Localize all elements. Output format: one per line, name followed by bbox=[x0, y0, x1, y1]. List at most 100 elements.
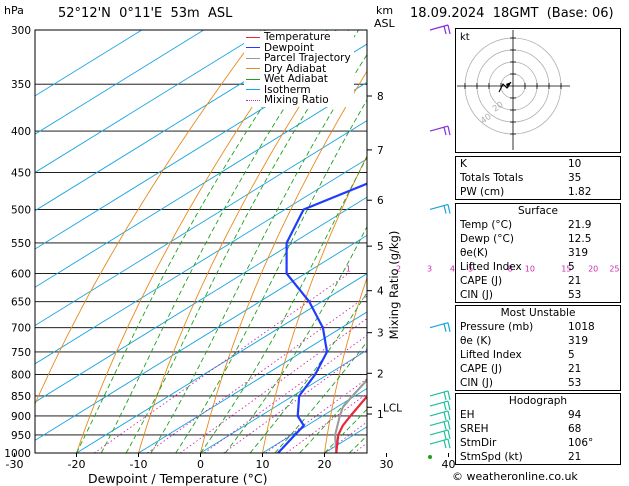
height-tick-label: 7 bbox=[377, 145, 384, 157]
wind-barb bbox=[443, 430, 447, 440]
legend: Temperature Dewpoint Parcel Trajectory Dry … bbox=[244, 31, 354, 107]
legend-item: Wet Adiabat bbox=[246, 74, 351, 85]
x-tick-label: -30 bbox=[6, 458, 24, 471]
wind-barb bbox=[447, 410, 451, 421]
wind-barb bbox=[429, 420, 449, 427]
table-title: Hodograph bbox=[508, 395, 568, 407]
table-row: CAPE (J) 21 bbox=[456, 362, 620, 376]
wet-adiabat-line bbox=[76, 30, 316, 453]
row-label: Pressure (mb) bbox=[460, 321, 534, 333]
wind-barb bbox=[429, 400, 449, 407]
height-tick-label: 6 bbox=[377, 195, 384, 207]
surface-wind-dot bbox=[428, 455, 432, 459]
mixing-ratio-axis-label: Mixing Ratio (g/kg) bbox=[387, 230, 401, 340]
legend-label: Dry Adiabat bbox=[264, 62, 327, 75]
isotherm-line bbox=[35, 158, 367, 365]
row-label: StmDir bbox=[460, 437, 497, 449]
dry-adiabat-line bbox=[200, 70, 367, 453]
wind-barb bbox=[429, 203, 449, 211]
lcl-label: LCL bbox=[383, 402, 402, 414]
legend-swatch bbox=[246, 36, 260, 38]
table-row: θe (K) 319 bbox=[456, 334, 620, 348]
wind-barb bbox=[443, 411, 447, 421]
wind-barb bbox=[443, 323, 447, 332]
legend-swatch bbox=[246, 68, 260, 70]
pressure-tick-label: 750 bbox=[11, 347, 31, 359]
x-tick-label: -10 bbox=[130, 458, 148, 471]
height-tick-label: 1 bbox=[377, 409, 384, 421]
wind-barb bbox=[443, 391, 447, 401]
table-row: Pressure (mb) 1018 bbox=[456, 320, 620, 334]
isotherm-line bbox=[138, 311, 367, 453]
datetime-label: 18.09.2024 18GMT (Base: 06) bbox=[410, 6, 614, 21]
row-label: SREH bbox=[460, 423, 489, 435]
wind-barb bbox=[447, 204, 451, 214]
pressure-tick-label: 1000 bbox=[4, 448, 31, 460]
wind-barb bbox=[429, 24, 449, 31]
wind-barb bbox=[447, 24, 451, 35]
mixing-ratio-tick-label: 25 bbox=[609, 265, 619, 274]
table-row: EH 94 bbox=[456, 408, 620, 422]
row-value: 21 bbox=[568, 275, 582, 287]
pressure-tick-label: 950 bbox=[11, 430, 31, 442]
row-value: 5 bbox=[568, 349, 575, 361]
wind-barb bbox=[443, 126, 447, 136]
wind-barb bbox=[443, 401, 447, 411]
pressure-tick-label: 350 bbox=[11, 79, 31, 91]
wet-adiabat-line bbox=[175, 99, 367, 453]
x-tick-label: 0 bbox=[197, 458, 204, 471]
mixing-ratio-tick-label: 3 bbox=[427, 265, 432, 274]
height-unit-asl: ASL bbox=[374, 17, 395, 30]
wind-barb bbox=[429, 429, 449, 436]
mixing-ratio-tick-label: 5 bbox=[468, 265, 473, 274]
mixing-ratio-tick-label: 10 bbox=[525, 265, 535, 274]
pressure-unit-label: hPa bbox=[4, 4, 24, 17]
table-row: Totals Totals 35 bbox=[456, 171, 620, 185]
x-tick-label: 40 bbox=[442, 458, 456, 471]
legend-label: Temperature bbox=[264, 31, 331, 43]
row-label: EH bbox=[460, 409, 475, 421]
row-label: CAPE (J) bbox=[460, 363, 503, 375]
wind-barb bbox=[447, 429, 451, 440]
wind-barb bbox=[429, 410, 449, 417]
row-value: 53 bbox=[568, 289, 582, 301]
height-tick-label: 2 bbox=[377, 368, 384, 380]
legend-item: Dewpoint bbox=[246, 42, 351, 54]
row-value: 94 bbox=[568, 409, 582, 421]
row-label: CAPE (J) bbox=[460, 275, 503, 287]
row-label: PW (cm) bbox=[460, 186, 505, 198]
dry-adiabat-line bbox=[76, 30, 306, 453]
dry-adiabat-line bbox=[35, 30, 262, 406]
pressure-tick-label: 400 bbox=[11, 126, 31, 138]
temperature-line bbox=[335, 394, 367, 453]
parcel-trajectory-line bbox=[334, 378, 367, 453]
legend-swatch bbox=[246, 57, 260, 59]
mixing-ratio-tick-label: 20 bbox=[588, 265, 598, 274]
height-tick-label: 4 bbox=[377, 286, 384, 298]
row-label: Lifted Index bbox=[460, 261, 522, 273]
pressure-tick-label: 800 bbox=[11, 370, 31, 382]
wind-barb bbox=[443, 421, 447, 430]
wind-barb bbox=[447, 438, 451, 449]
table-row: StmDir 106° bbox=[456, 436, 620, 450]
row-value: 21 bbox=[568, 451, 582, 463]
surface-table: Surface Temp (°C) 21.9 Dewp (°C) 12.5 θe(K) 31… bbox=[455, 203, 621, 303]
indices-table: K 10 Totals Totals 35 PW (cm) 1.82 bbox=[455, 156, 621, 200]
isotherm-line bbox=[35, 30, 266, 173]
row-label: θe(K) bbox=[460, 247, 488, 259]
table-row: Lifted Index 5 bbox=[456, 348, 620, 362]
wet-adiabat-line bbox=[150, 53, 367, 453]
x-axis-label: Dewpoint / Temperature (°C) bbox=[88, 471, 268, 486]
wet-adiabat-line bbox=[200, 156, 367, 453]
isotherm-line bbox=[35, 30, 328, 212]
row-label: Temp (°C) bbox=[460, 219, 513, 231]
row-value: 12.5 bbox=[568, 233, 592, 245]
pressure-tick-label: 600 bbox=[11, 269, 31, 281]
location-label: 52°12'N 0°11'E 53m ASL bbox=[58, 6, 233, 21]
wind-barb bbox=[447, 420, 451, 430]
mixing-ratio-line bbox=[94, 273, 349, 453]
table-row: StmSpd (kt) 21 bbox=[456, 450, 620, 464]
mixing-ratio-tick-label: 8 bbox=[508, 265, 513, 274]
